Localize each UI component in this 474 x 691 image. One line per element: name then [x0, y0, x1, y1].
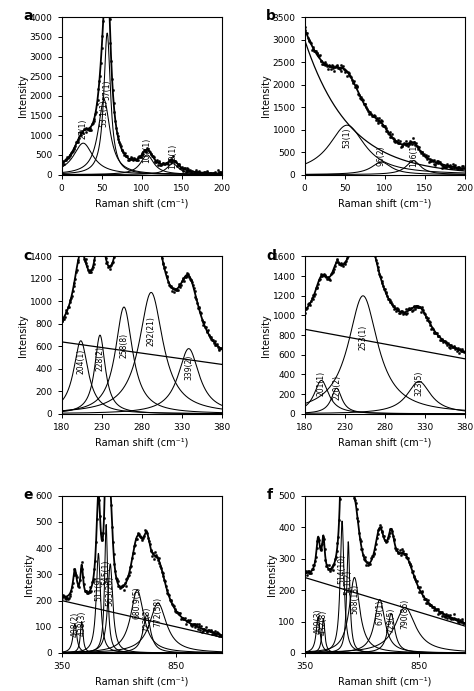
Text: 57(1): 57(1) [103, 79, 112, 100]
Y-axis label: Intensity: Intensity [24, 553, 34, 596]
Text: 201(1): 201(1) [317, 371, 326, 396]
Text: 204(1): 204(1) [76, 349, 85, 375]
Text: 772(58): 772(58) [154, 596, 163, 627]
Text: 679(1): 679(1) [375, 599, 384, 625]
Text: 514(10): 514(10) [337, 553, 346, 584]
Text: 541(2): 541(2) [344, 569, 353, 595]
Text: 53(1): 53(1) [343, 127, 352, 148]
Text: 729(5): 729(5) [387, 607, 396, 632]
Text: 136(1): 136(1) [409, 141, 418, 167]
Text: 339(2): 339(2) [184, 354, 193, 380]
X-axis label: Raman shift (cm⁻¹): Raman shift (cm⁻¹) [338, 198, 431, 208]
Text: 27(1): 27(1) [79, 119, 88, 139]
Text: 107(1): 107(1) [143, 138, 152, 163]
Text: d: d [266, 249, 276, 263]
Text: 253(1): 253(1) [358, 325, 367, 350]
X-axis label: Raman shift (cm⁻¹): Raman shift (cm⁻¹) [95, 437, 188, 447]
Text: e: e [23, 488, 33, 502]
X-axis label: Raman shift (cm⁻¹): Raman shift (cm⁻¹) [338, 437, 431, 447]
Text: 432(8): 432(8) [319, 609, 328, 635]
Text: 408(2): 408(2) [70, 612, 79, 637]
X-axis label: Raman shift (cm⁻¹): Raman shift (cm⁻¹) [95, 676, 188, 687]
Text: b: b [266, 10, 276, 23]
Text: f: f [266, 488, 272, 502]
Text: 409(3): 409(3) [314, 609, 323, 634]
Text: 680.9(5): 680.9(5) [133, 586, 142, 619]
Text: 323(5): 323(5) [414, 371, 423, 396]
Text: a: a [23, 10, 33, 23]
Text: 53.1(1): 53.1(1) [100, 100, 109, 127]
Text: c: c [23, 249, 31, 263]
Y-axis label: Intensity: Intensity [18, 75, 28, 117]
Text: 563(26): 563(26) [106, 576, 115, 606]
Y-axis label: Intensity: Intensity [261, 75, 271, 117]
Text: 511(9): 511(9) [94, 576, 103, 600]
Text: 139(1): 139(1) [168, 144, 177, 169]
Text: 258(8): 258(8) [119, 332, 128, 358]
Text: 723(3): 723(3) [142, 607, 151, 632]
Text: 292(21): 292(21) [146, 316, 155, 346]
Text: 96(2): 96(2) [377, 145, 386, 166]
Y-axis label: Intensity: Intensity [267, 553, 277, 596]
Text: 790(86): 790(86) [401, 599, 410, 630]
Y-axis label: Intensity: Intensity [261, 314, 271, 357]
Text: 545(1): 545(1) [101, 560, 110, 585]
X-axis label: Raman shift (cm⁻¹): Raman shift (cm⁻¹) [338, 676, 431, 687]
Text: 438(3): 438(3) [77, 611, 86, 636]
Text: 228(2): 228(2) [95, 346, 104, 371]
Text: 220(2): 220(2) [332, 375, 341, 400]
Y-axis label: Intensity: Intensity [18, 314, 28, 357]
Text: 568(13): 568(13) [350, 583, 359, 614]
X-axis label: Raman shift (cm⁻¹): Raman shift (cm⁻¹) [95, 198, 188, 208]
